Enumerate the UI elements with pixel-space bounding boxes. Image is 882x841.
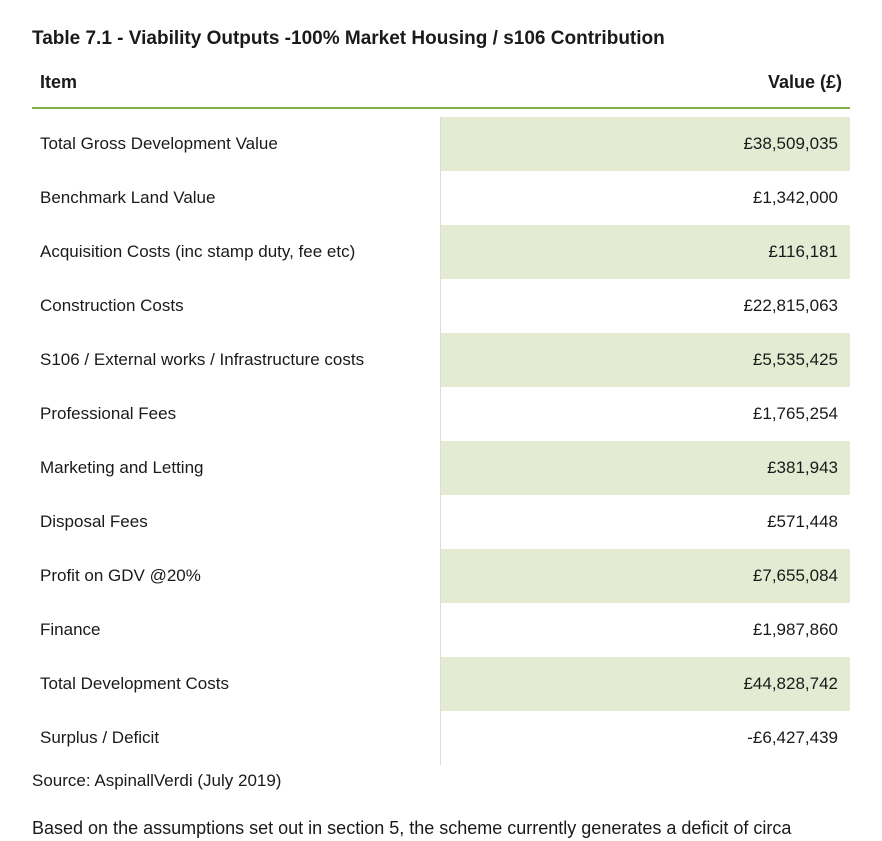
table-row: Disposal Fees £571,448 [32,495,850,549]
table-row: Professional Fees £1,765,254 [32,387,850,441]
cell-item: Total Development Costs [32,657,441,711]
header-item: Item [32,72,441,93]
cell-item: Finance [32,603,441,657]
table-row: S106 / External works / Infrastructure c… [32,333,850,387]
viability-table: Item Value (£) Total Gross Development V… [32,72,850,765]
cell-item: Professional Fees [32,387,441,441]
cell-value: £7,655,084 [441,549,850,603]
table-title: Table 7.1 - Viability Outputs -100% Mark… [32,28,850,50]
table-source: Source: AspinallVerdi (July 2019) [32,771,850,791]
cell-item: Profit on GDV @20% [32,549,441,603]
cell-value: £38,509,035 [441,117,850,171]
header-value: Value (£) [441,72,850,93]
cell-value: £1,765,254 [441,387,850,441]
table-row: Benchmark Land Value £1,342,000 [32,171,850,225]
table-row: Total Development Costs £44,828,742 [32,657,850,711]
cell-value: -£6,427,439 [441,711,850,765]
cell-item: Benchmark Land Value [32,171,441,225]
cell-value: £1,342,000 [441,171,850,225]
table-row: Acquisition Costs (inc stamp duty, fee e… [32,225,850,279]
cell-value: £5,535,425 [441,333,850,387]
cell-item: Marketing and Letting [32,441,441,495]
table-row: Surplus / Deficit -£6,427,439 [32,711,850,765]
cell-value: £44,828,742 [441,657,850,711]
cell-value: £116,181 [441,225,850,279]
table-row: Total Gross Development Value £38,509,03… [32,117,850,171]
cell-item: Disposal Fees [32,495,441,549]
table-row: Construction Costs £22,815,063 [32,279,850,333]
cell-value: £381,943 [441,441,850,495]
table-row: Marketing and Letting £381,943 [32,441,850,495]
cell-item: Construction Costs [32,279,441,333]
cell-value: £22,815,063 [441,279,850,333]
cell-item: Surplus / Deficit [32,711,441,765]
cell-item: Total Gross Development Value [32,117,441,171]
following-text: Based on the assumptions set out in sect… [32,815,850,841]
cell-item: S106 / External works / Infrastructure c… [32,333,441,387]
cell-item: Acquisition Costs (inc stamp duty, fee e… [32,225,441,279]
cell-value: £1,987,860 [441,603,850,657]
cell-value: £571,448 [441,495,850,549]
table-row: Profit on GDV @20% £7,655,084 [32,549,850,603]
table-row: Finance £1,987,860 [32,603,850,657]
table-header-row: Item Value (£) [32,72,850,109]
